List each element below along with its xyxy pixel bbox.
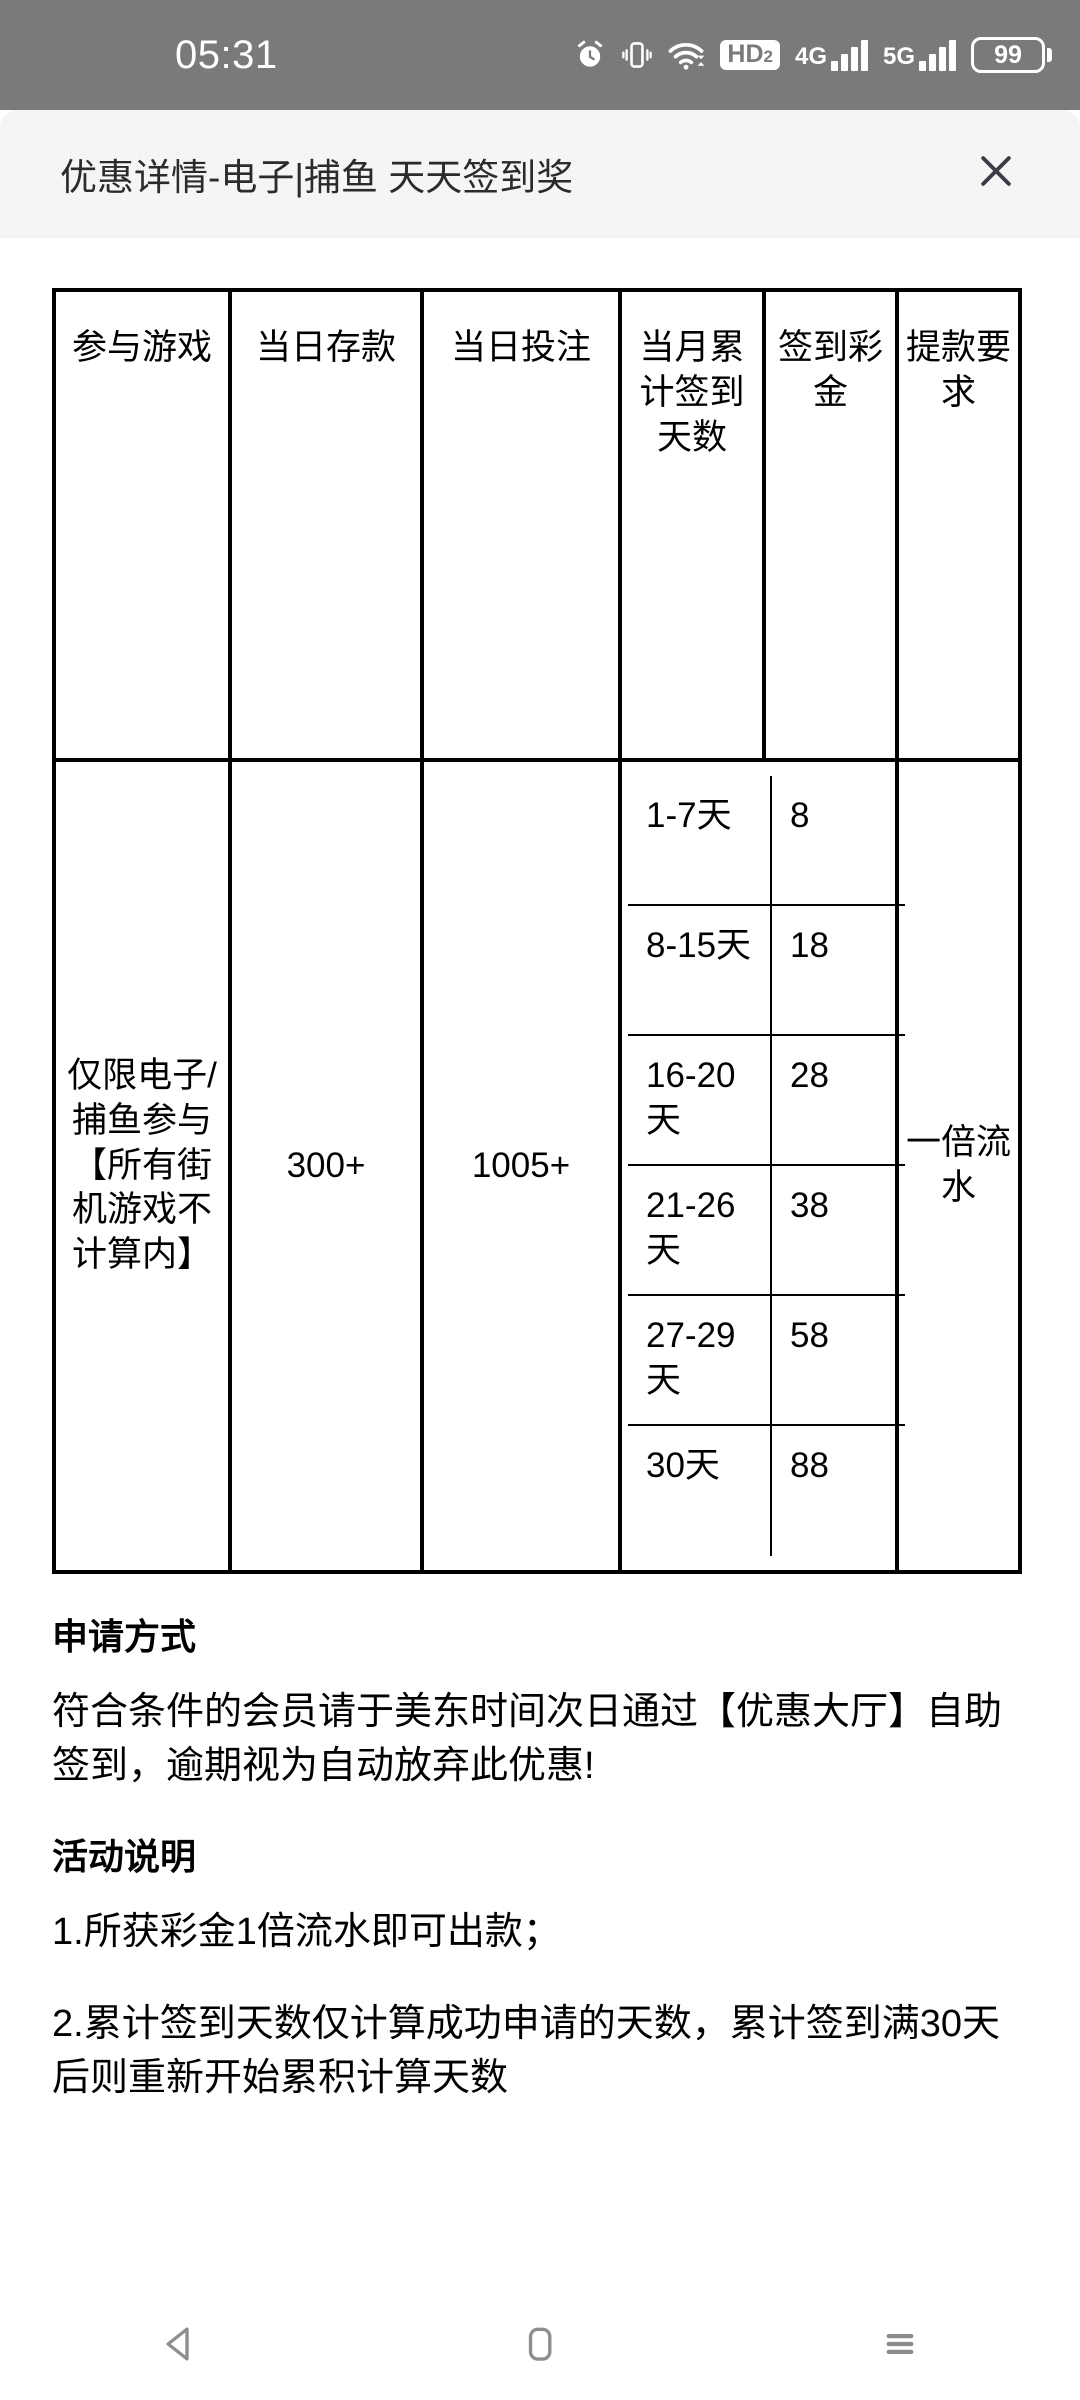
signal-4g-icon: 4G	[795, 39, 868, 71]
tier-days: 27-29天	[628, 1296, 772, 1426]
tier-bonus: 58	[772, 1296, 905, 1426]
status-bar-icons: HD 2 4G 5G 99	[573, 37, 1052, 73]
tier-bonus: 18	[772, 906, 905, 1036]
header-cell-requirement: 提款要求	[897, 290, 1020, 760]
page-content: 参与游戏 当日存款 当日投注 当月累计签到天数 签到彩金 提款要求 仅限电子/捕…	[0, 238, 1080, 2293]
battery-icon: 99	[971, 37, 1052, 73]
tier-bonus: 8	[772, 776, 905, 906]
promo-table: 参与游戏 当日存款 当日投注 当月累计签到天数 签到彩金 提款要求 仅限电子/捕…	[52, 288, 1022, 1574]
hamburger-menu-icon	[879, 2323, 921, 2370]
tier-row: 16-20天 28	[628, 1036, 905, 1166]
alarm-icon	[573, 38, 607, 72]
page-title: 优惠详情-电子|捕鱼 天天签到奖	[60, 156, 574, 198]
signal-bars-4g	[830, 39, 868, 71]
tier-row: 30天 88	[628, 1426, 905, 1556]
status-bar: 05:31 HD 2	[0, 0, 1080, 110]
rule-item-1: 1.所获彩金1倍流水即可出款；	[52, 1910, 561, 1953]
home-rounded-square-icon	[521, 2323, 559, 2370]
header-cell-games: 参与游戏	[54, 290, 230, 760]
promo-table-header: 参与游戏 当日存款 当日投注 当月累计签到天数 签到彩金 提款要求	[54, 290, 1020, 760]
cell-requirement: 一倍流水	[897, 760, 1020, 1572]
tier-days: 30天	[628, 1426, 772, 1556]
header-cell-deposit: 当日存款	[230, 290, 422, 760]
rules-heading: 活动说明	[52, 1835, 197, 1877]
header-cell-days: 当月累计签到天数	[620, 290, 764, 760]
title-bar: 优惠详情-电子|捕鱼 天天签到奖	[0, 110, 1080, 238]
tier-row: 21-26天 38	[628, 1166, 905, 1296]
tier-bonus: 28	[772, 1036, 905, 1166]
tier-days: 8-15天	[628, 906, 772, 1036]
prose-sections: 申请方式 符合条件的会员请于美东时间次日通过【优惠大厅】自助签到，逾期视为自动放…	[52, 1608, 1032, 2106]
tier-days: 16-20天	[628, 1036, 772, 1166]
cell-games: 仅限电子/捕鱼参与【所有街机游戏不计算内】	[54, 760, 230, 1572]
tier-days: 21-26天	[628, 1166, 772, 1296]
nav-back-button[interactable]	[110, 2293, 250, 2400]
tier-row: 8-15天 18	[628, 906, 905, 1036]
wifi-icon	[667, 38, 705, 72]
signal-bars-5g	[919, 39, 956, 71]
apply-heading: 申请方式	[52, 1616, 197, 1657]
tier-row: 1-7天 8	[628, 776, 905, 906]
header-cell-bonus: 签到彩金	[764, 290, 897, 760]
promo-table-body: 仅限电子/捕鱼参与【所有街机游戏不计算内】 300+ 1005+ 1-7天 8 …	[54, 760, 1020, 1572]
apply-body: 符合条件的会员请于美东时间次日通过【优惠大厅】自助签到，逾期视为自动放弃此优惠!	[52, 1691, 1003, 1787]
tier-bonus: 88	[790, 1446, 829, 1485]
battery-tip	[1047, 48, 1052, 62]
back-triangle-icon	[159, 2323, 201, 2370]
signal-5g-icon: 5G	[883, 39, 956, 71]
table-row: 仅限电子/捕鱼参与【所有街机游戏不计算内】 300+ 1005+ 1-7天 8 …	[54, 760, 1020, 1572]
system-nav-bar	[0, 2293, 1080, 2400]
battery-level-label: 99	[971, 37, 1045, 73]
vibrate-icon	[622, 38, 653, 72]
cell-deposit: 300+	[230, 760, 422, 1572]
tier-table: 1-7天 8 8-15天 18 16-20天 28	[628, 776, 905, 1556]
tier-bonus: 38	[772, 1166, 905, 1296]
hd2-icon: HD 2	[720, 40, 780, 70]
cell-bet: 1005+	[422, 760, 620, 1572]
nav-home-button[interactable]	[470, 2293, 610, 2400]
status-bar-clock: 05:31	[175, 32, 278, 77]
cell-tiers: 1-7天 8 8-15天 18 16-20天 28	[620, 760, 905, 1572]
table-header-row: 参与游戏 当日存款 当日投注 当月累计签到天数 签到彩金 提款要求	[54, 290, 1020, 760]
close-icon	[974, 149, 1018, 198]
header-cell-bet: 当日投注	[422, 290, 620, 760]
nav-recents-button[interactable]	[830, 2293, 970, 2400]
tier-row: 27-29天 58	[628, 1296, 905, 1426]
rule-item-2: 2.累计签到天数仅计算成功申请的天数，累计签到满30天后则重新开始累积计算天数	[52, 2002, 1000, 2099]
close-button[interactable]	[964, 142, 1028, 206]
tier-days: 1-7天	[628, 776, 772, 906]
